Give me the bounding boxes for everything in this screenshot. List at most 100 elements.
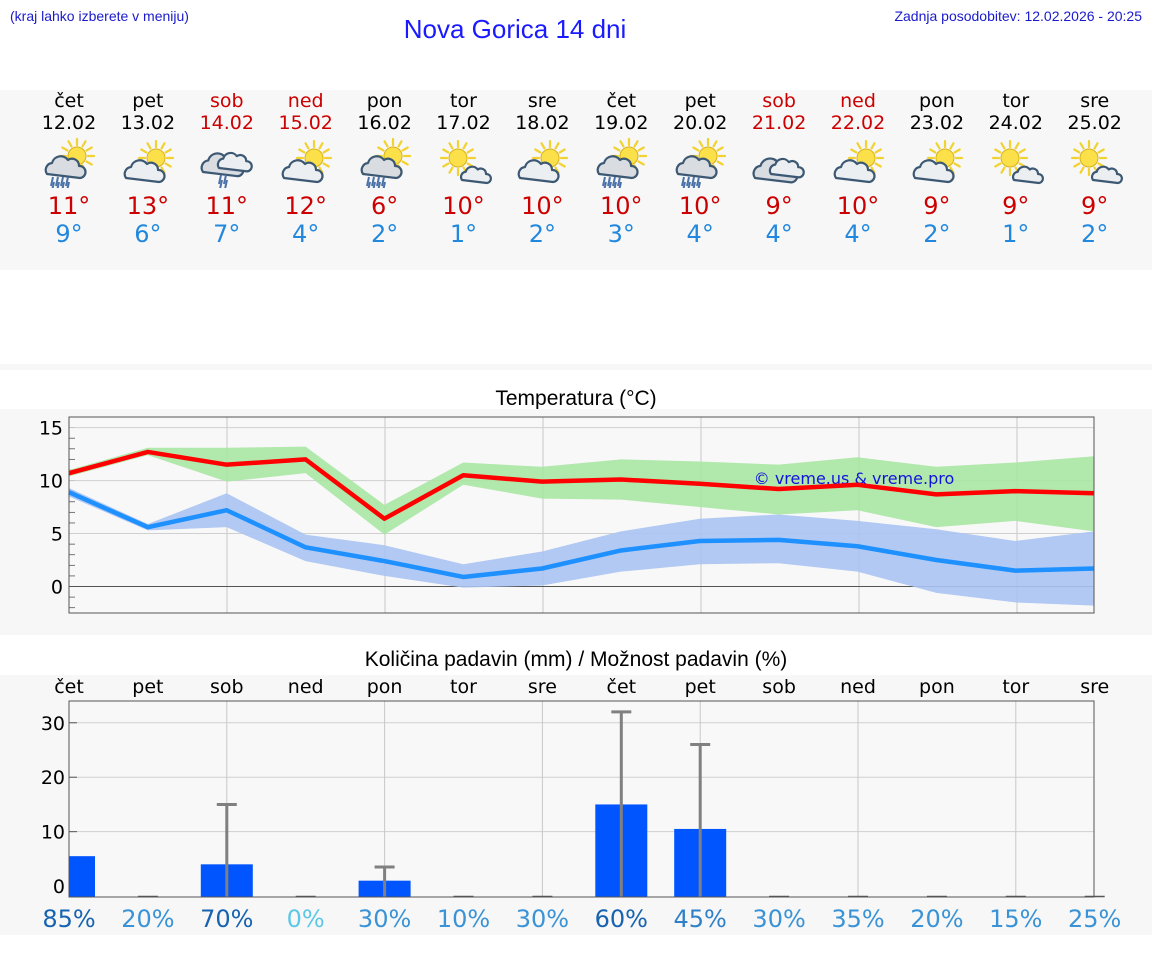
- min-temperature-line: [68, 490, 1095, 580]
- max-temperature: 12°: [284, 192, 327, 220]
- day-name: sob: [210, 90, 244, 112]
- day-date: 25.02: [1067, 112, 1122, 134]
- min-temperature: 2°: [528, 220, 557, 248]
- day-column: pon 16.02 6° 2°: [345, 90, 425, 248]
- temperature-chart: 0 5 10 15 © vreme.us & vreme.pro: [39, 416, 1095, 614]
- x-tick-label: tor: [450, 676, 477, 698]
- cloud-icon: [752, 157, 805, 184]
- y-tick-label: 0: [51, 577, 63, 599]
- day-column: sob 21.02 9° 4°: [739, 90, 819, 248]
- x-tick-label: tor: [1002, 676, 1029, 698]
- min-temperature: 7°: [213, 220, 241, 248]
- day-name: čet: [606, 90, 637, 112]
- sun-cloud-icon: [518, 139, 569, 184]
- x-tick-label: pon: [367, 676, 403, 698]
- day-date: 12.02: [41, 112, 97, 134]
- sun-small-cloud-icon: [1070, 139, 1123, 185]
- precipitation-chart-panel: 0 10 20 30 čet pet sob ned pon tor sre čet pet sob ned…: [0, 675, 1152, 935]
- day-column: čet 19.02 10° 3°: [581, 90, 661, 248]
- max-temperature: 9°: [1081, 192, 1109, 220]
- precipitation-chart-title: Količina padavin (mm) / Možnost padavin …: [364, 648, 788, 671]
- day-date: 22.02: [830, 112, 886, 134]
- x-tick-label: čet: [607, 676, 637, 698]
- day-date: 17.02: [436, 112, 491, 134]
- max-temperature-line: [68, 449, 1095, 521]
- max-temperature: 9°: [1002, 192, 1030, 220]
- min-temperature: 4°: [292, 220, 320, 248]
- precipitation-probability: 20%: [121, 905, 174, 933]
- sun-cloud-rain-icon: [360, 138, 411, 188]
- min-temperature: 1°: [1002, 220, 1030, 248]
- temperature-chart-panel: 0 5 10 15 © vreme.us & vreme.pro: [0, 409, 1152, 635]
- y-tick-label: 20: [41, 767, 65, 789]
- day-column: sre 18.02 10° 2°: [502, 90, 582, 248]
- sun-cloud-rain-icon: [596, 138, 648, 188]
- max-temperature: 10°: [600, 192, 643, 220]
- precipitation-probability: 30%: [516, 905, 569, 933]
- precipitation-probability: 70%: [200, 905, 253, 933]
- x-tick-label: čet: [54, 676, 84, 698]
- min-temperature: 9°: [55, 220, 83, 248]
- day-name: sob: [762, 90, 796, 112]
- day-name: pon: [366, 90, 403, 112]
- day-column: ned 22.02 10° 4°: [818, 90, 898, 248]
- day-column: pet 20.02 10° 4°: [660, 90, 740, 248]
- y-tick-label: 15: [39, 418, 63, 440]
- page-title: Nova Gorica 14 dni: [403, 14, 627, 44]
- day-date: 18.02: [515, 112, 570, 134]
- sun-cloud-rain-icon: [44, 138, 96, 188]
- day-date: 23.02: [909, 112, 965, 134]
- min-temperature: 2°: [370, 220, 399, 248]
- max-temperature: 10°: [836, 192, 880, 220]
- precipitation-probability: 30%: [358, 905, 411, 933]
- sun-cloud-icon: [912, 139, 963, 184]
- day-column: sre 25.02 9° 2°: [1055, 90, 1135, 248]
- day-column: tor 24.02 9° 1°: [976, 90, 1056, 248]
- sun-small-cloud-icon: [439, 139, 492, 185]
- day-name: tor: [1002, 90, 1030, 112]
- day-date: 15.02: [278, 112, 333, 134]
- precipitation-probability: 30%: [752, 905, 805, 933]
- precipitation-probability: 15%: [989, 905, 1042, 933]
- day-column: ned 15.02 12° 4°: [266, 90, 346, 248]
- x-tick-label: sob: [762, 676, 796, 698]
- precipitation-probability: 10%: [437, 905, 490, 933]
- day-name: tor: [450, 90, 477, 112]
- y-tick-label: 10: [39, 471, 63, 493]
- sun-cloud-icon: [281, 139, 332, 184]
- precipitation-probability: 35%: [831, 905, 884, 933]
- max-temperature: 9°: [765, 192, 793, 220]
- cloud-rain-icon: [200, 151, 253, 188]
- day-column: tor 17.02 10° 1°: [424, 90, 504, 248]
- min-temperature: 4°: [844, 220, 872, 248]
- y-tick-label: 30: [41, 713, 65, 735]
- max-temperature: 10°: [521, 192, 564, 220]
- min-temperature: 6°: [134, 220, 162, 248]
- plot-frame: [68, 416, 1095, 614]
- day-date: 20.02: [672, 112, 728, 134]
- day-column: sob 14.02 11° 7°: [187, 90, 267, 248]
- min-temperature: 2°: [923, 220, 951, 248]
- min-temperature: 1°: [449, 220, 478, 248]
- day-name: sre: [527, 90, 557, 112]
- min-temperature: 4°: [686, 220, 714, 248]
- divider: [0, 364, 1152, 370]
- precipitation-probability: 20%: [910, 905, 963, 933]
- max-temperature: 11°: [47, 192, 91, 220]
- temperature-chart-title: Temperatura (°C): [495, 387, 657, 410]
- day-name: ned: [287, 90, 324, 112]
- min-temperature-band: [69, 487, 1094, 606]
- day-name: ned: [840, 90, 876, 112]
- y-tick-label: 0: [53, 876, 65, 898]
- precipitation-chart: 0 10 20 30 čet pet sob ned pon tor sre čet pet sob ned…: [41, 676, 1122, 933]
- day-date: 16.02: [357, 112, 412, 134]
- max-temperature: 10°: [678, 192, 722, 220]
- day-date: 19.02: [594, 112, 649, 134]
- last-updated: Zadnja posodobitev: 12.02.2026 - 20:25: [894, 8, 1142, 24]
- x-tick-label: sre: [528, 676, 557, 698]
- sun-cloud-icon: [833, 139, 885, 184]
- day-name: pon: [919, 90, 955, 112]
- sun-small-cloud-icon: [991, 139, 1044, 185]
- precipitation-bar: [69, 856, 95, 897]
- max-temperature: 6°: [370, 192, 399, 220]
